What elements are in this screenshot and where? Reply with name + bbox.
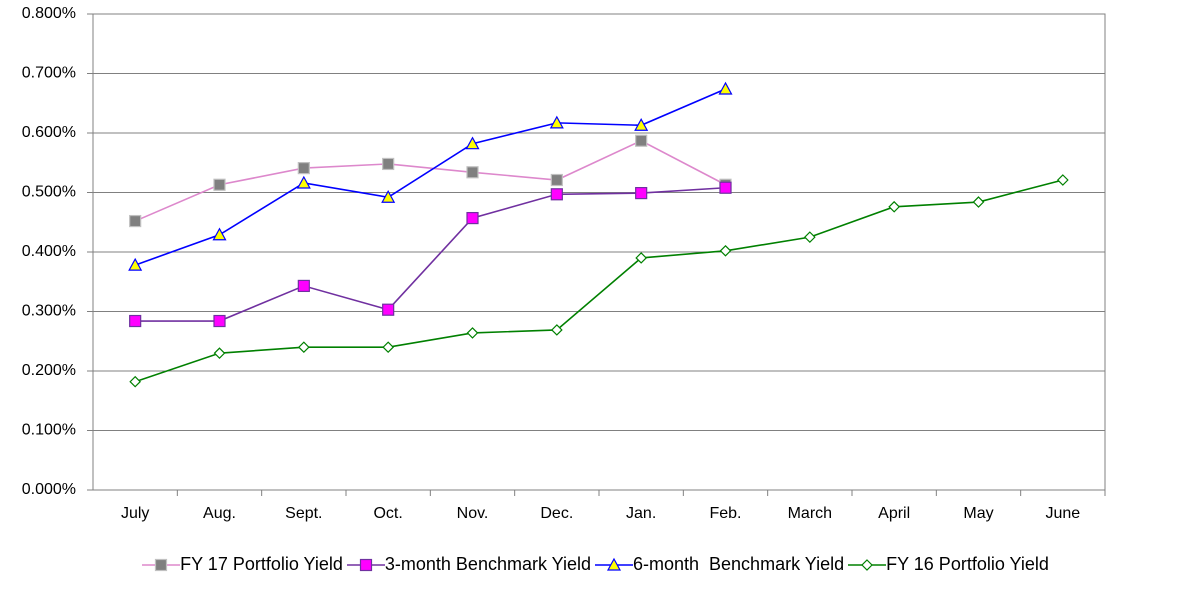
- y-tick-label: 0.700%: [22, 65, 76, 82]
- marker: [466, 211, 479, 225]
- x-tick-label: Jan.: [626, 505, 656, 522]
- marker: [212, 227, 227, 241]
- marker: [550, 173, 563, 187]
- legend-item: 6-month Benchmark Yield: [595, 554, 844, 575]
- marker: [888, 200, 901, 213]
- marker: [466, 166, 479, 179]
- marker: [213, 347, 226, 359]
- y-tick-label: 0.500%: [22, 184, 76, 201]
- x-tick-label: May: [963, 505, 993, 522]
- marker: [297, 162, 310, 175]
- marker: [129, 214, 142, 228]
- series-line: [134, 179, 1064, 383]
- y-tick-label: 0.200%: [22, 362, 76, 379]
- legend-swatch: [346, 558, 385, 571]
- series-line: [134, 139, 726, 222]
- marker: [549, 115, 564, 129]
- marker: [213, 178, 226, 191]
- legend-swatch: [142, 558, 181, 571]
- marker: [129, 314, 142, 328]
- series-line: [135, 186, 726, 322]
- x-tick-label: July: [121, 505, 149, 522]
- x-tick-label: Feb.: [709, 505, 741, 522]
- marker: [129, 375, 142, 388]
- marker: [635, 186, 648, 200]
- legend-item: 3-month Benchmark Yield: [346, 554, 591, 575]
- y-tick-label: 0.600%: [22, 124, 76, 141]
- legend-swatch: [595, 557, 633, 571]
- x-tick-label: Oct.: [373, 505, 402, 522]
- x-tick-label: Nov.: [457, 505, 489, 522]
- marker: [213, 314, 226, 328]
- legend-label: FY 17 Portfolio Yield: [180, 554, 343, 574]
- y-tick-label: 0.000%: [22, 481, 76, 498]
- legend-marker: [359, 558, 372, 571]
- legend-label: 6-month Benchmark Yield: [633, 554, 845, 574]
- legend-marker: [155, 558, 168, 571]
- y-tick-label: 0.400%: [22, 243, 76, 260]
- marker: [719, 181, 732, 194]
- marker: [972, 196, 985, 208]
- legend-marker: [861, 558, 873, 571]
- y-tick-label: 0.800%: [22, 5, 76, 22]
- legend-item: FY 16 Portfolio Yield: [848, 554, 1049, 575]
- x-tick-label: March: [788, 505, 832, 522]
- marker: [297, 341, 310, 354]
- x-tick-label: Dec.: [540, 505, 573, 522]
- marker: [803, 231, 816, 243]
- marker: [381, 190, 396, 203]
- y-tick-label: 0.100%: [22, 422, 76, 439]
- marker: [466, 327, 479, 339]
- legend: FY 17 Portfolio Yield 3-month Benchmark Y…: [0, 554, 1191, 575]
- marker: [718, 81, 733, 95]
- series-line: [134, 88, 726, 266]
- marker: [1056, 174, 1069, 186]
- marker: [719, 244, 732, 257]
- marker: [296, 175, 311, 189]
- legend-item: FY 17 Portfolio Yield: [142, 554, 343, 575]
- marker: [635, 134, 648, 147]
- marker: [635, 252, 648, 264]
- marker: [465, 136, 480, 150]
- legend-marker: [606, 557, 622, 571]
- y-tick-label: 0.300%: [22, 303, 76, 320]
- marker: [382, 341, 395, 354]
- legend-label: 3-month Benchmark Yield: [384, 554, 591, 574]
- x-tick-label: Aug.: [203, 505, 236, 522]
- marker: [550, 324, 563, 336]
- x-tick-label: April: [878, 505, 910, 522]
- x-tick-label: Sept.: [285, 505, 322, 522]
- legend-swatch: [848, 558, 887, 571]
- x-tick-label: June: [1045, 505, 1080, 522]
- marker: [382, 157, 395, 171]
- marker: [297, 279, 310, 293]
- marker: [634, 118, 649, 131]
- marker: [550, 188, 563, 201]
- chart: 0.000% 0.100% 0.200% 0.300% 0.400% 0.500% 0.60…: [22, 5, 1106, 522]
- marker: [128, 257, 143, 271]
- marker: [382, 303, 395, 316]
- legend-label: FY 16 Portfolio Yield: [886, 554, 1049, 574]
